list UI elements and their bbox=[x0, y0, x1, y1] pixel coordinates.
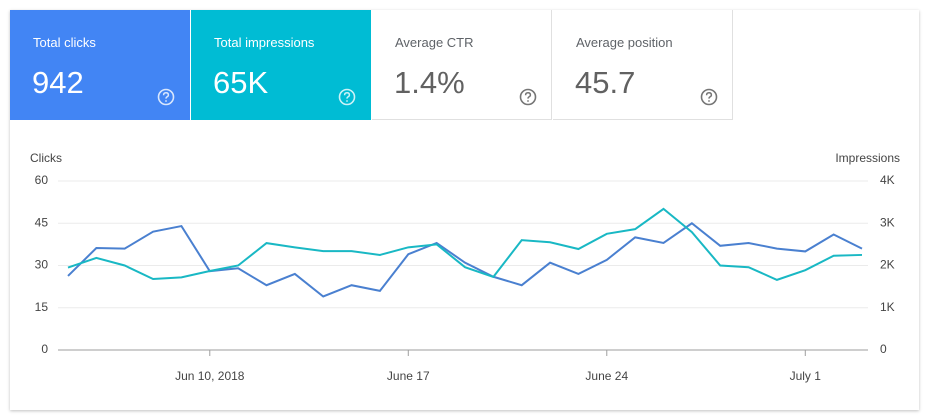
x-tick-label: June 17 bbox=[387, 369, 430, 383]
help-icon[interactable] bbox=[519, 88, 537, 106]
series-line bbox=[67, 207, 863, 281]
metric-label: Average position bbox=[576, 35, 673, 50]
metric-value: 1.4% bbox=[394, 65, 465, 100]
metric-value: 942 bbox=[32, 65, 84, 100]
y2-tick-label: 3K bbox=[880, 215, 895, 229]
y-tick-label: 45 bbox=[35, 215, 49, 229]
metric-value: 65K bbox=[213, 65, 269, 100]
y2-tick-label: 2K bbox=[880, 258, 895, 272]
y-axis-title: Clicks bbox=[30, 151, 62, 165]
metric-card[interactable]: Average position 45.7 bbox=[553, 10, 733, 120]
x-tick-label: Jun 10, 2018 bbox=[175, 369, 245, 383]
metric-label: Total clicks bbox=[33, 35, 96, 50]
metric-card[interactable]: Total impressions 65K bbox=[191, 10, 371, 120]
series-line bbox=[67, 222, 863, 298]
y-tick-label: 15 bbox=[35, 300, 49, 314]
y-tick-label: 0 bbox=[41, 342, 48, 356]
metric-label: Total impressions bbox=[214, 35, 315, 50]
y2-tick-label: 4K bbox=[880, 173, 895, 187]
performance-panel: Total clicks 942 Total impressions 65K A… bbox=[10, 10, 919, 410]
x-tick-label: July 1 bbox=[790, 369, 822, 383]
y2-tick-label: 0 bbox=[880, 342, 887, 356]
metric-card[interactable]: Total clicks 942 bbox=[10, 10, 190, 120]
metric-value: 45.7 bbox=[575, 65, 636, 100]
metric-label: Average CTR bbox=[395, 35, 474, 50]
help-icon[interactable] bbox=[157, 88, 175, 106]
y2-tick-label: 1K bbox=[880, 300, 895, 314]
metric-card[interactable]: Average CTR 1.4% bbox=[372, 10, 552, 120]
x-tick-label: June 24 bbox=[585, 369, 628, 383]
y-tick-label: 60 bbox=[35, 173, 49, 187]
help-icon[interactable] bbox=[700, 88, 718, 106]
y2-axis-title: Impressions bbox=[835, 151, 900, 165]
y-tick-label: 30 bbox=[35, 258, 49, 272]
help-icon[interactable] bbox=[338, 88, 356, 106]
